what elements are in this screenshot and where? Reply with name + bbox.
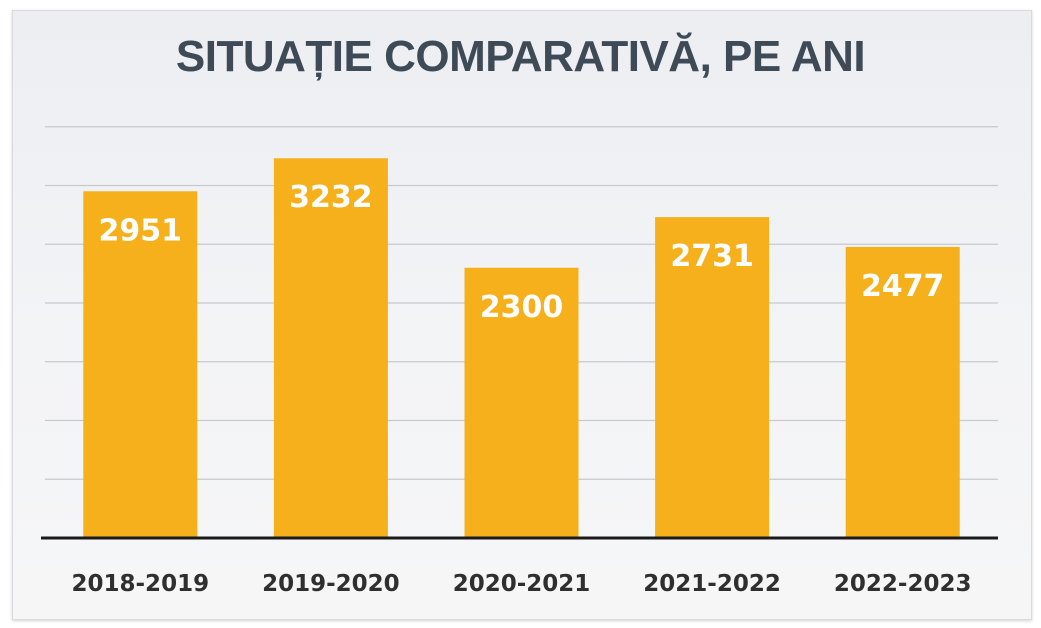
- tick-label-2022-2023: 2022-2023: [834, 571, 972, 597]
- data-labels: 2951 3232 2300 2731 2477: [99, 180, 945, 325]
- chart-title: SITUAȚIE COMPARATIVĂ, PE ANI: [175, 32, 866, 81]
- tick-label-2018-2019: 2018-2019: [72, 571, 210, 597]
- bars: [83, 158, 960, 539]
- data-label-2020-2021: 2300: [480, 290, 564, 325]
- data-label-2021-2022: 2731: [670, 239, 754, 274]
- tick-label-2020-2021: 2020-2021: [453, 571, 591, 597]
- x-axis-tick-labels: 2018-2019 2019-2020 2020-2021 2021-2022 2022…: [72, 571, 972, 597]
- data-label-2018-2019: 2951: [99, 213, 183, 248]
- tick-label-2019-2020: 2019-2020: [262, 571, 400, 597]
- data-label-2022-2023: 2477: [861, 269, 945, 304]
- bar-2020-2021: [464, 267, 579, 538]
- bar-2019-2020: [273, 158, 388, 539]
- tick-label-2021-2022: 2021-2022: [643, 571, 781, 597]
- bar-2021-2022: [655, 217, 770, 539]
- bar-2018-2019: [83, 191, 198, 538]
- bar-2022-2023: [845, 246, 960, 538]
- data-label-2019-2020: 3232: [289, 180, 373, 215]
